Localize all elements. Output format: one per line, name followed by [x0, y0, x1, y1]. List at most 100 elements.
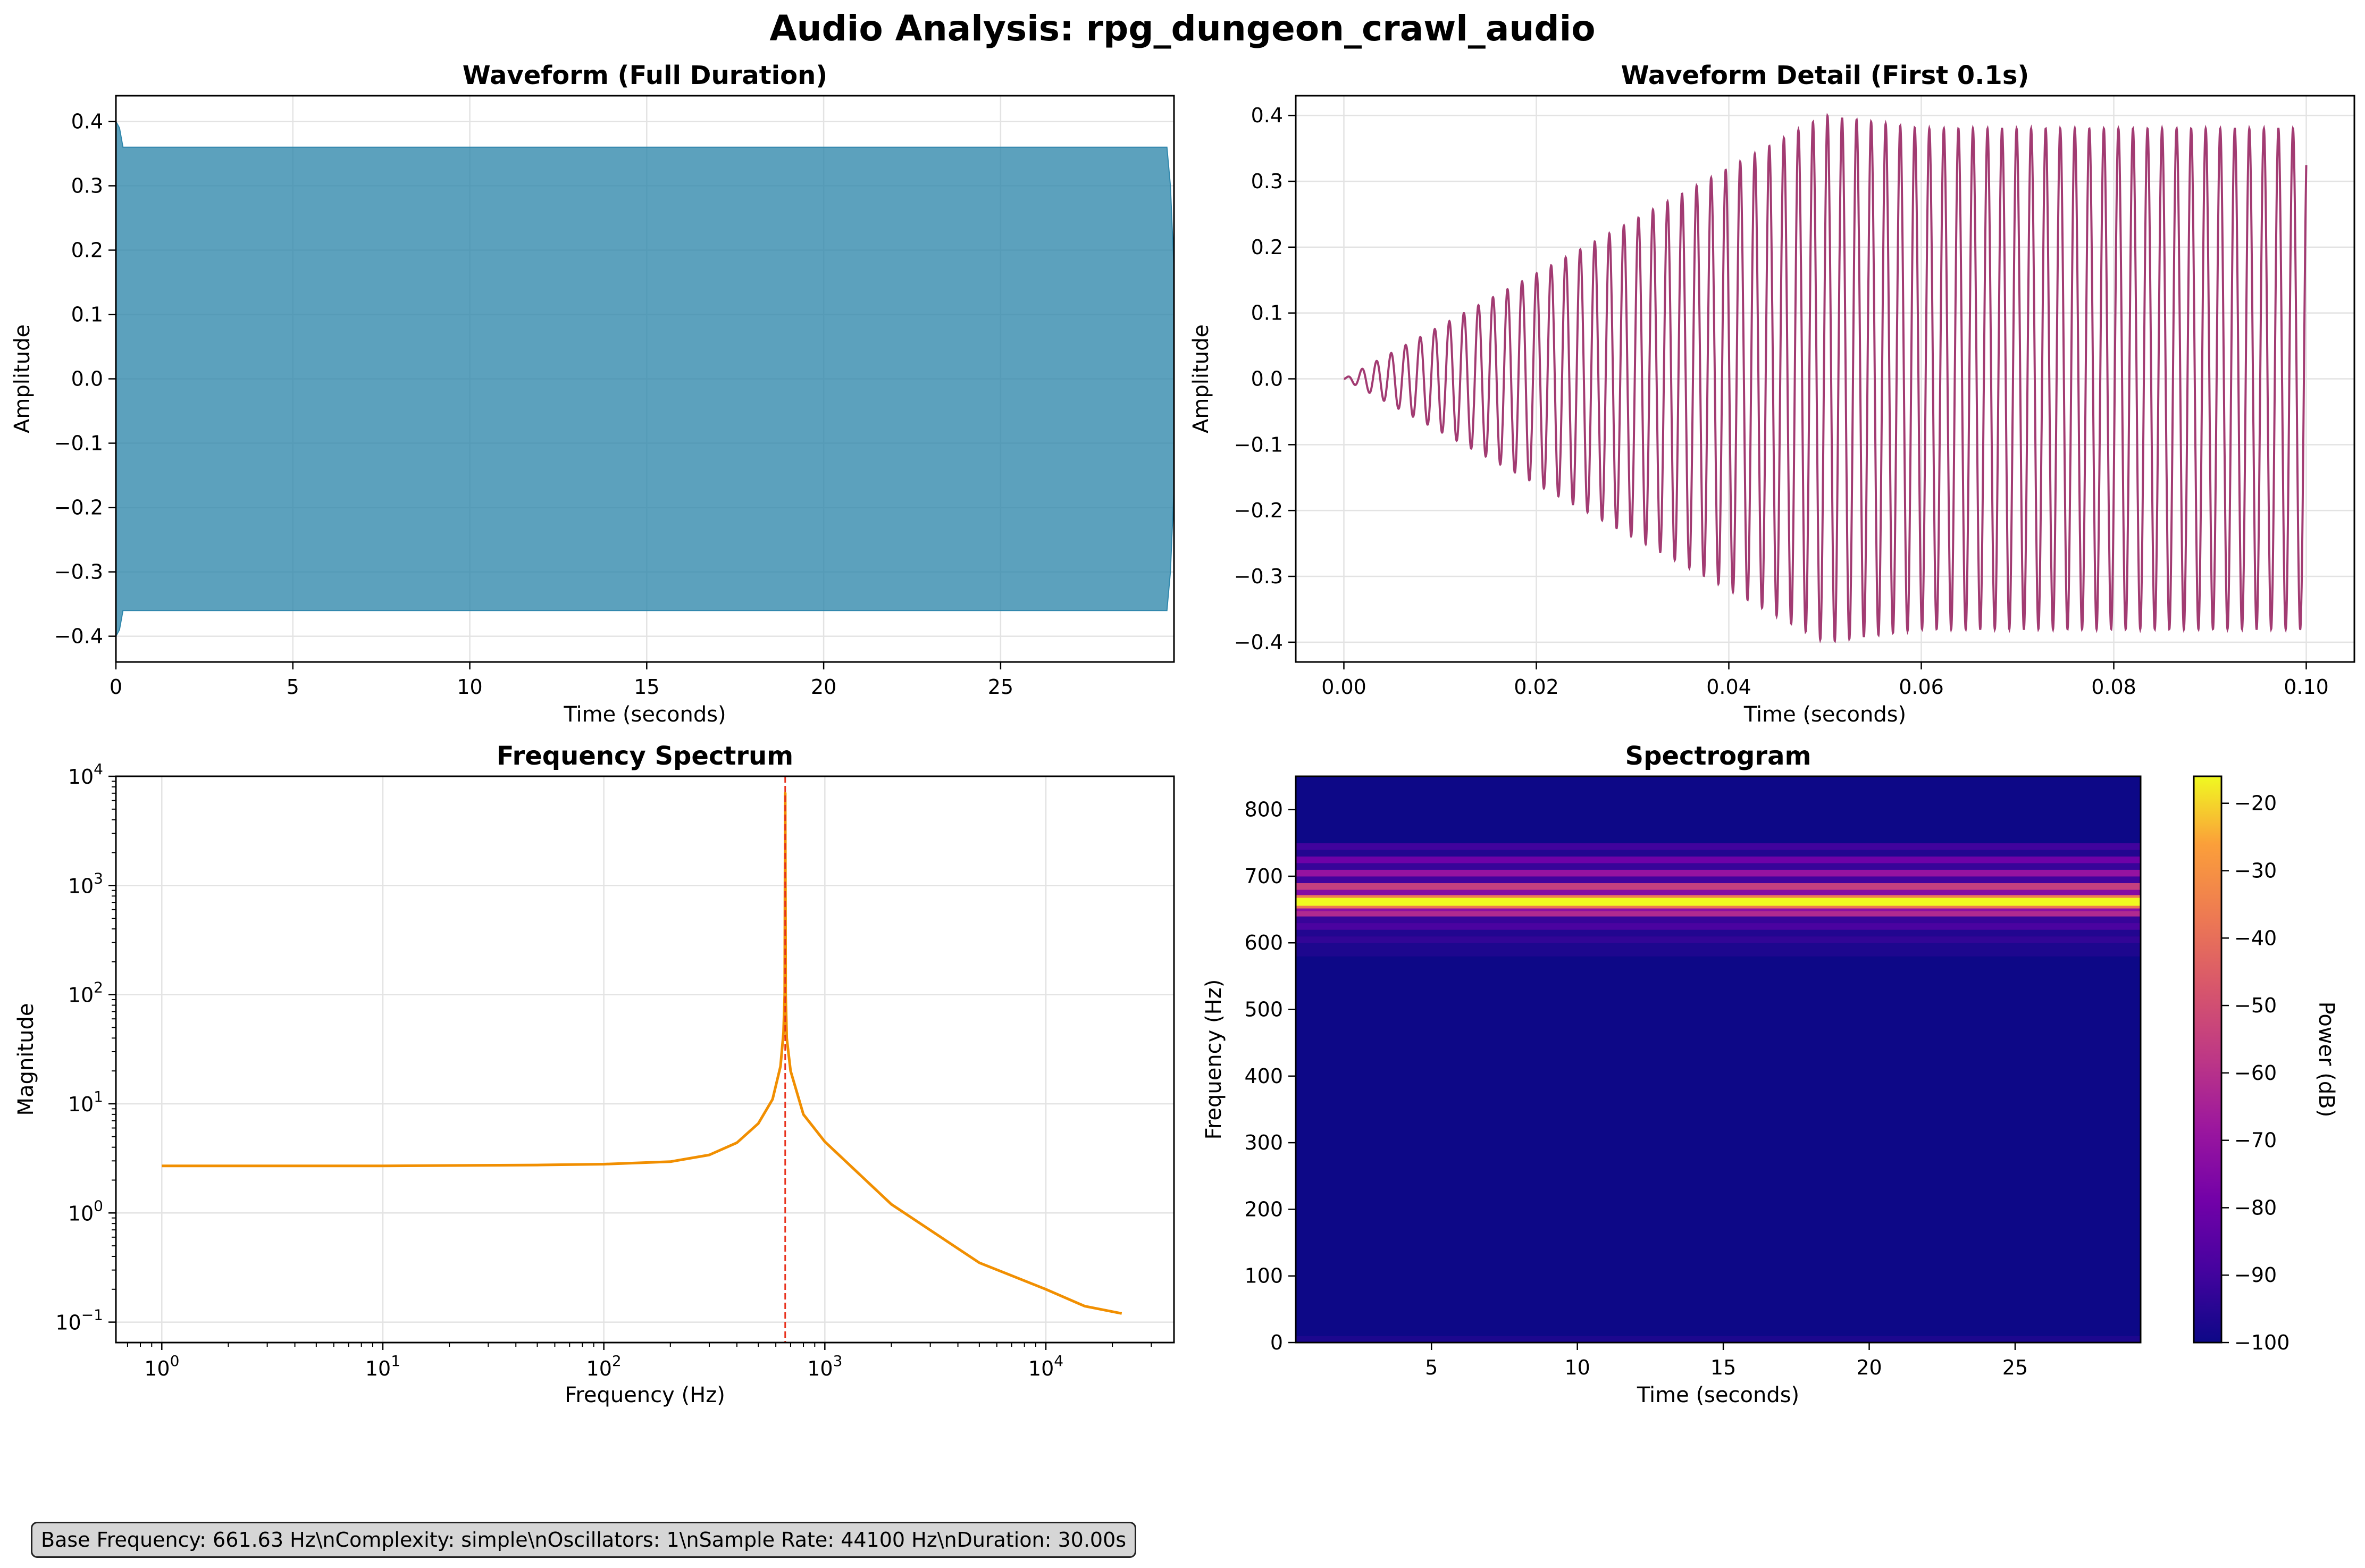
y-tick-label: 200: [1244, 1197, 1283, 1221]
grid-lines: [116, 775, 1174, 1343]
x-tick-label: 10: [1564, 1356, 1590, 1379]
spectrogram-band: [1296, 923, 2141, 930]
x-tick-label: 20: [1856, 1356, 1882, 1379]
y-tick-label: 0.1: [71, 303, 103, 326]
spectrogram-band: [1296, 895, 2141, 898]
y-tick-label: 700: [1244, 865, 1283, 888]
spectrogram-band: [1296, 898, 2141, 906]
ticks: 0 5 10 15 20 25 −0.4 −0.3 −0.2 −0.1 0.0 0.1 0.2 0.3 0.…: [54, 110, 1013, 699]
axes-title: Frequency Spectrum: [497, 741, 793, 771]
y-tick-label: 100: [1244, 1264, 1283, 1288]
info-box: Base Frequency: 661.63 Hz\nComplexity: s…: [31, 1522, 1137, 1558]
spectrogram-band: [1296, 916, 2141, 924]
x-axis-label: Frequency (Hz): [565, 1383, 725, 1407]
spectrogram-band: [1296, 929, 2141, 937]
colorbar-tick-label: −80: [2234, 1196, 2277, 1219]
colorbar-label: Power (dB): [2314, 1002, 2338, 1118]
y-tick-label: 100: [68, 1197, 103, 1225]
colorbar-tick-label: −60: [2234, 1061, 2277, 1085]
axes-title: Waveform (Full Duration): [463, 61, 827, 90]
y-tick-label: 102: [68, 979, 103, 1007]
x-tick-label: 0: [110, 675, 122, 699]
figure-title: Audio Analysis: rpg_dungeon_crawl_audio: [769, 8, 1595, 49]
x-tick-label: 0.08: [2091, 675, 2136, 699]
y-axis-label: Frequency (Hz): [1202, 979, 1226, 1140]
y-tick-label: −0.2: [54, 496, 103, 519]
spectrogram-band: [1296, 890, 2141, 895]
waveform-area: [115, 119, 1175, 639]
x-tick-label: 0.06: [1899, 675, 1944, 699]
chart-frequency-spectrum: 100 101 102 103 104 10−1 100 101 102 103 104 Freque…: [14, 741, 1175, 1407]
axes-title: Spectrogram: [1625, 741, 1812, 771]
y-tick-label: 0.0: [71, 367, 103, 391]
spectrogram-band: [1296, 849, 2141, 857]
x-tick-label: 102: [586, 1352, 622, 1380]
waveform-line: [1344, 113, 2308, 644]
spectrogram-band: [1296, 911, 2141, 917]
y-tick-label: 0.3: [1251, 170, 1283, 193]
x-tick-label: 0.00: [1321, 675, 1366, 699]
y-tick-label: 600: [1244, 931, 1283, 954]
y-tick-label: −0.4: [54, 625, 103, 648]
colorbar-gradient: [2193, 775, 2223, 1344]
y-tick-label: 0.2: [71, 238, 103, 262]
y-tick-label: 104: [68, 760, 103, 789]
y-tick-label: 10−1: [55, 1306, 103, 1335]
x-tick-label: 25: [2002, 1356, 2028, 1379]
spectrogram-band: [1296, 943, 2141, 957]
y-axis-label: Amplitude: [1189, 324, 1213, 433]
y-tick-label: 0.4: [1251, 104, 1283, 127]
x-tick-label: 5: [287, 675, 299, 699]
x-axis-label: Time (seconds): [1743, 702, 1906, 727]
spectrogram-bands: [1296, 776, 2141, 1343]
ticks: 100 101 102 103 104 10−1 100 101 102 103 104: [55, 760, 1063, 1380]
y-tick-label: 0.1: [1251, 301, 1283, 325]
y-tick-label: −0.1: [54, 432, 103, 455]
x-tick-label: 10: [457, 675, 482, 699]
axes-frame: [1295, 775, 2142, 1344]
minor-ticks: [112, 781, 1152, 1347]
y-tick-label: 300: [1244, 1131, 1283, 1154]
y-tick-label: 0.4: [71, 110, 103, 133]
y-tick-label: 0: [1270, 1331, 1283, 1354]
y-tick-label: −0.3: [54, 560, 103, 584]
y-tick-label: −0.2: [1234, 499, 1283, 522]
y-tick-label: 800: [1244, 798, 1283, 821]
y-tick-label: 0.0: [1251, 367, 1283, 391]
info-text: Base Frequency: 661.63 Hz\nComplexity: s…: [41, 1528, 1127, 1552]
spectrogram-band: [1296, 883, 2141, 890]
y-tick-label: −0.4: [1234, 631, 1283, 654]
y-tick-label: 0.2: [1251, 236, 1283, 259]
spectrogram-band: [1296, 869, 2141, 877]
spectrogram-band: [1296, 862, 2141, 870]
y-tick-label: 103: [68, 869, 103, 898]
x-tick-label: 15: [634, 675, 659, 699]
colorbar-tick-label: −20: [2234, 792, 2277, 815]
x-tick-label: 5: [1425, 1356, 1438, 1379]
colorbar: −100 −90 −80 −70 −60 −50 −40 −30 −20 Power (dB): [2193, 775, 2338, 1354]
x-tick-label: 103: [807, 1352, 842, 1380]
axes-frame: [115, 775, 1175, 1344]
colorbar-tick-label: −40: [2234, 926, 2277, 950]
ticks: 5 10 15 20 25 0 100 200 300 400 500 600 700 800: [1244, 798, 2028, 1379]
colorbar-tick-label: −70: [2234, 1129, 2277, 1152]
spectrum-line: [162, 792, 1122, 1315]
spectrogram-band: [1296, 1336, 2141, 1343]
spectrogram-band: [1296, 905, 2141, 909]
y-axis-label: Amplitude: [10, 324, 35, 433]
y-tick-label: −0.3: [1234, 565, 1283, 588]
y-axis-label: Magnitude: [14, 1003, 38, 1116]
colorbar-tick-label: −90: [2234, 1263, 2277, 1287]
chart-spectrogram: 5 10 15 20 25 0 100 200 300 400 500 600 700 800 Spectr…: [1202, 741, 2338, 1407]
y-tick-label: 101: [68, 1088, 103, 1116]
y-tick-label: −0.1: [1234, 433, 1283, 456]
x-tick-label: 0.04: [1706, 675, 1751, 699]
axes-frame: [115, 95, 1175, 663]
spectrogram-band: [1296, 856, 2141, 863]
x-tick-label: 101: [365, 1352, 400, 1380]
x-tick-label: 0.02: [1514, 675, 1559, 699]
y-tick-label: 400: [1244, 1064, 1283, 1088]
colorbar-tick-label: −100: [2234, 1331, 2289, 1354]
x-tick-label: 15: [1710, 1356, 1736, 1379]
